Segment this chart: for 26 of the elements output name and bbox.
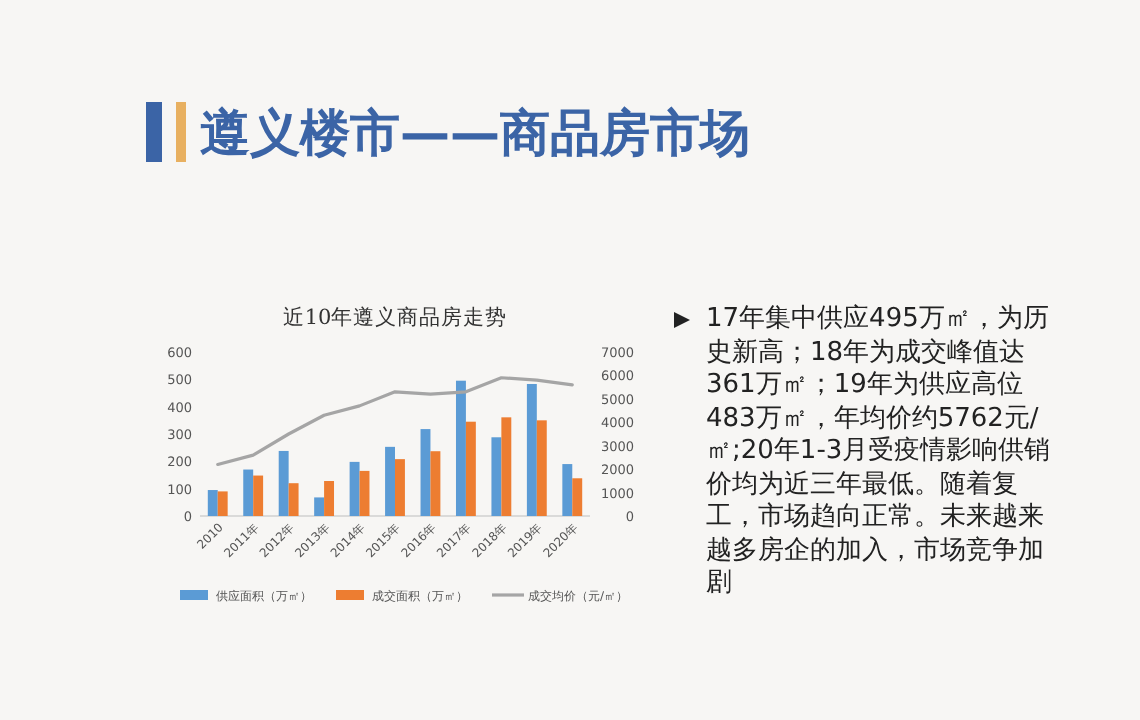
bar bbox=[572, 478, 583, 516]
bar bbox=[385, 446, 395, 516]
bar bbox=[359, 470, 370, 516]
bar bbox=[455, 380, 466, 516]
bar bbox=[217, 491, 228, 516]
line-series bbox=[216, 376, 574, 467]
title: 遵义楼市——商品房市场 bbox=[200, 102, 750, 166]
bar bbox=[253, 475, 264, 516]
bar bbox=[207, 490, 218, 516]
bar bbox=[349, 461, 360, 516]
chart-subtitle: 近10年遵义商品房走势 bbox=[282, 304, 508, 330]
bar bbox=[526, 383, 537, 516]
bar bbox=[430, 451, 441, 516]
bar bbox=[278, 450, 289, 516]
bar bbox=[314, 497, 325, 516]
bar bbox=[491, 437, 502, 516]
bar bbox=[395, 459, 405, 516]
bar bbox=[324, 481, 335, 516]
bar bbox=[562, 464, 573, 516]
text: 17年集中供应495万㎡，为历史新高；18年为成交峰值达361万㎡；19年为供应高位483万㎡，年均价约5762元/㎡;20年1-3月受疫情影响供销价均为近三年最低。随着复工，市场趋向正常。未来越来越多房企的加入，市场竞争加剧 bbox=[706, 304, 1051, 598]
bar bbox=[501, 417, 512, 516]
bar bbox=[288, 483, 299, 516]
bar bbox=[243, 469, 254, 516]
bar bbox=[536, 420, 547, 516]
bar bbox=[465, 421, 476, 516]
bar bbox=[420, 429, 431, 516]
